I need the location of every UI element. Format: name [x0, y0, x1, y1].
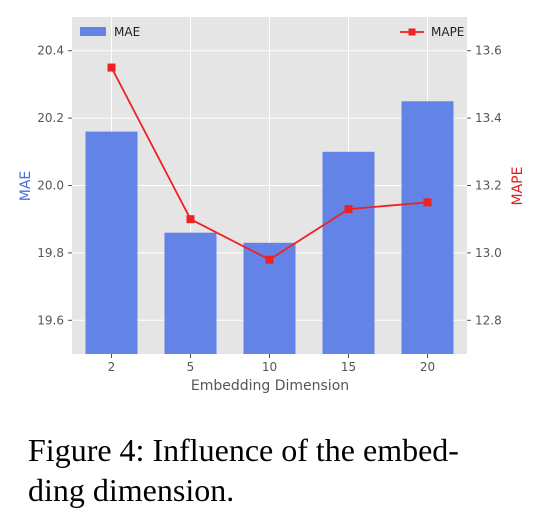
caption-line-1: Figure 4: Influence of the embed-	[28, 432, 459, 468]
mae-bar	[164, 232, 217, 354]
y-tick-label-left: 19.6	[37, 313, 64, 327]
x-tick-label: 15	[341, 360, 356, 374]
y-tick-label-right: 13.6	[475, 44, 502, 58]
legend-mae: MAE	[80, 25, 140, 39]
x-tick-label: 10	[262, 360, 277, 374]
mape-point	[344, 205, 353, 214]
legend-mape-label: MAPE	[431, 25, 464, 39]
legend-mae-label: MAE	[114, 25, 140, 39]
legend-mape-marker	[408, 28, 416, 36]
x-tick-label: 2	[108, 360, 116, 374]
bars	[85, 101, 454, 354]
y-tick-label-left: 20.2	[37, 111, 64, 125]
ticks: 19.6 19.8 20.0 20.2 20.4 2 5 10 15 20 12.8 13.0 13.2…	[37, 44, 501, 374]
mape-point	[265, 255, 274, 264]
mape-point	[186, 215, 195, 224]
y-axis-label-right: MAPE	[510, 167, 526, 206]
mae-bar	[401, 101, 454, 354]
chart: 19.6 19.8 20.0 20.2 20.4 2 5 10 15 20 12.8 13.0 13.2…	[18, 17, 526, 394]
y-tick-label-left: 19.8	[37, 246, 64, 260]
mape-line	[107, 63, 432, 264]
y-tick-label-right: 12.8	[475, 313, 502, 327]
y-tick-label-left: 20.0	[37, 179, 64, 193]
x-tick-label: 20	[420, 360, 435, 374]
figure-caption: Figure 4: Influence of the embed- ding d…	[28, 430, 548, 510]
legend-mae-swatch	[80, 27, 106, 36]
legend-mape: MAPE	[400, 25, 464, 39]
caption-line-2: ding dimension.	[28, 472, 235, 508]
y-tick-label-left: 20.4	[37, 44, 64, 58]
y-tick-label-right: 13.2	[475, 179, 502, 193]
y-tick-label-right: 13.0	[475, 246, 502, 260]
y-axis-label-left: MAE	[18, 171, 34, 202]
y-tick-label-right: 13.4	[475, 111, 502, 125]
mape-point	[107, 63, 116, 72]
mape-point	[423, 198, 432, 207]
mae-bar	[322, 151, 375, 354]
x-tick-label: 5	[187, 360, 195, 374]
x-axis-label: Embedding Dimension	[191, 378, 349, 394]
mae-bar	[85, 131, 138, 354]
